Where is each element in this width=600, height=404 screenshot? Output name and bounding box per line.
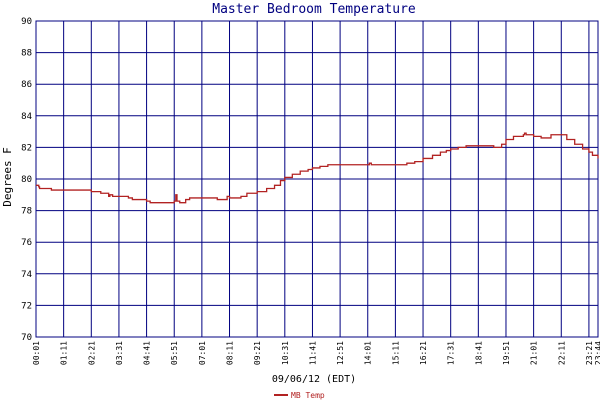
y-tick-label: 70 bbox=[21, 333, 32, 343]
data-series bbox=[36, 132, 599, 204]
x-tick-labels: 00:01 01:11 02:21 03:31 04:41 05:51 07:01 08:11… bbox=[32, 341, 600, 365]
y-axis-label: Degrees F bbox=[1, 147, 14, 207]
x-tick-label: 11:41 bbox=[308, 341, 317, 365]
x-tick-label: 19:51 bbox=[502, 341, 511, 365]
x-tick-label: 14:01 bbox=[364, 341, 373, 365]
x-tick-label: 10:31 bbox=[281, 341, 290, 365]
y-tick-label: 88 bbox=[21, 49, 32, 59]
x-tick-label: 00:01 bbox=[32, 341, 41, 365]
x-tick-label: 09:21 bbox=[253, 341, 262, 365]
legend: MB Temp bbox=[274, 391, 325, 400]
y-tick-label: 82 bbox=[21, 143, 32, 153]
x-tick-label: 17:31 bbox=[447, 341, 456, 365]
x-tick-label: 07:01 bbox=[198, 341, 207, 365]
x-tick-label: 04:41 bbox=[143, 341, 152, 365]
x-tick-label: 16:21 bbox=[419, 341, 428, 365]
x-tick-label: 12:51 bbox=[336, 341, 345, 365]
x-tick-label: 21:01 bbox=[530, 341, 539, 365]
x-tick-label: 05:51 bbox=[170, 341, 179, 365]
x-tick-label: 15:11 bbox=[391, 341, 400, 365]
x-tick-label: 08:11 bbox=[226, 341, 235, 365]
x-tick-label: 02:21 bbox=[87, 341, 96, 365]
y-tick-label: 72 bbox=[21, 301, 32, 311]
legend-label: MB Temp bbox=[291, 391, 325, 400]
grid-lines bbox=[35, 20, 599, 338]
x-tick-label: 03:31 bbox=[115, 341, 124, 365]
y-tick-label: 78 bbox=[21, 207, 32, 217]
y-tick-labels: 70 72 74 76 78 80 82 84 86 88 90 bbox=[21, 17, 32, 343]
y-tick-label: 86 bbox=[21, 80, 32, 90]
y-tick-label: 90 bbox=[21, 17, 32, 27]
series-line bbox=[36, 132, 599, 204]
y-tick-label: 74 bbox=[21, 270, 32, 280]
y-tick-label: 80 bbox=[21, 175, 32, 185]
x-axis-label: 09/06/12 (EDT) bbox=[272, 374, 356, 385]
x-tick-label: 01:11 bbox=[60, 341, 69, 365]
y-tick-label: 84 bbox=[21, 112, 32, 122]
x-tick-label: 23:44 bbox=[594, 341, 600, 365]
x-tick-label: 22:11 bbox=[557, 341, 566, 365]
x-tick-label: 23:21 bbox=[585, 341, 594, 365]
y-tick-label: 76 bbox=[21, 238, 32, 248]
x-tick-label: 18:41 bbox=[474, 341, 483, 365]
chart-title: Master Bedroom Temperature bbox=[212, 2, 416, 17]
